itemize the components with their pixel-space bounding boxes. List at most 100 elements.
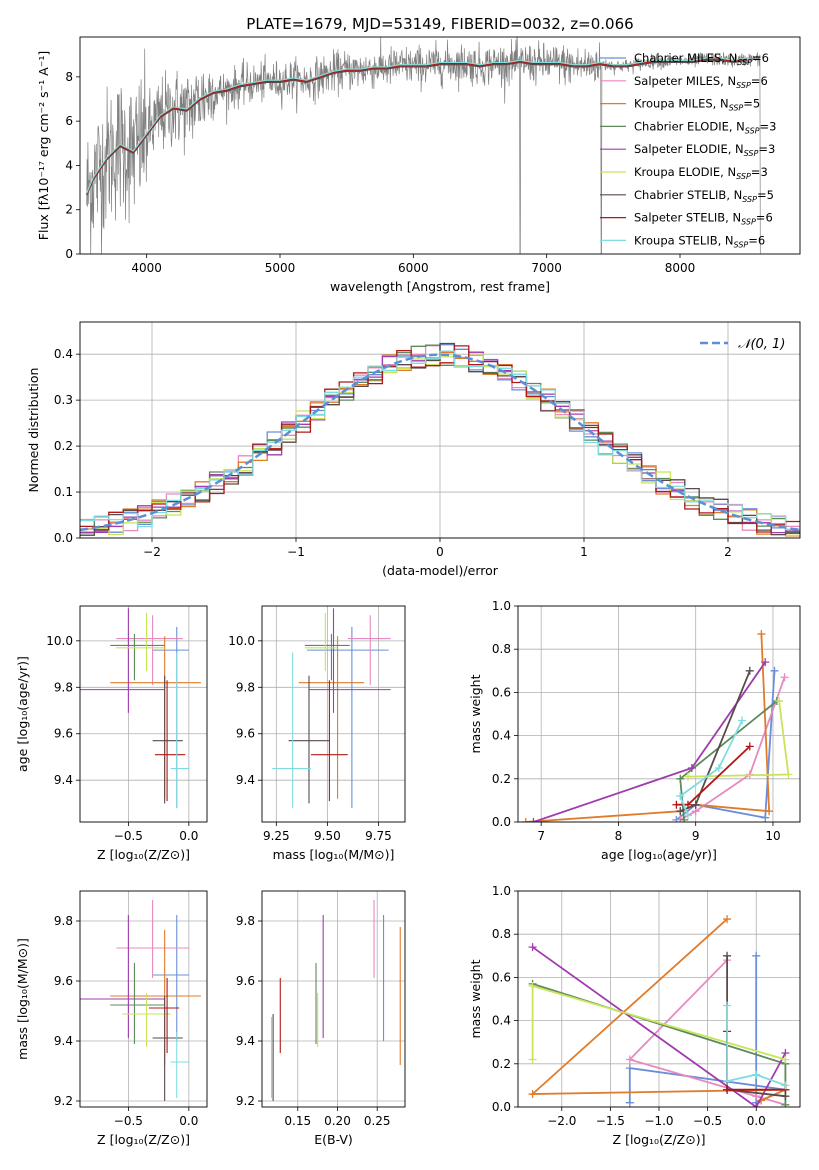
weight-marker bbox=[691, 800, 700, 809]
weight-marker bbox=[676, 807, 685, 816]
axes-frame bbox=[261, 890, 406, 1108]
x-tick-label: 2 bbox=[724, 545, 732, 559]
y-tick-label: 9.4 bbox=[236, 1034, 255, 1048]
legend-nssp-sub: SSP bbox=[734, 240, 749, 249]
weight-marker bbox=[714, 764, 723, 772]
y-tick-label: 0.0 bbox=[492, 815, 511, 829]
weight-series-6 bbox=[528, 982, 790, 1064]
axes: −2 −1 0 1 2 0.0 0.1 0.2 0.3 0.4 (data-model)/error… bbox=[26, 321, 801, 578]
y-tick-label: 0.4 bbox=[492, 1014, 511, 1028]
axes-frame bbox=[79, 36, 801, 255]
residual-histogram-8 bbox=[80, 345, 800, 533]
y-tick-label: 1.0 bbox=[492, 599, 511, 613]
legend-label: Chabrier STELIB, NSSP=5 bbox=[634, 188, 774, 204]
x-tick-label: −1.5 bbox=[596, 1114, 625, 1128]
y-tick-label: 1.0 bbox=[492, 884, 511, 898]
weight-series-8 bbox=[672, 742, 754, 809]
x-tick-label: 9.25 bbox=[263, 829, 290, 843]
weight-marker bbox=[528, 943, 537, 952]
weight-marker bbox=[752, 1070, 761, 1079]
normal-reference-curve bbox=[80, 353, 800, 532]
weight-marker bbox=[529, 818, 538, 822]
model-spectrum-7 bbox=[86, 59, 747, 196]
weight-marker bbox=[745, 666, 754, 675]
axes: −2.0 −1.5 −1.0 −0.5 0.0 0.0 0.2 0.4 0.6 0.8 1.0 Z [… bbox=[468, 884, 801, 1147]
weight-marker bbox=[745, 742, 754, 751]
legend-model-name: Chabrier ELODIE bbox=[634, 119, 729, 133]
legend-model-name: Chabrier STELIB bbox=[634, 188, 726, 202]
weight-series-4 bbox=[676, 697, 781, 822]
weight-line bbox=[679, 720, 743, 816]
x-tick-label: 9.75 bbox=[365, 829, 392, 843]
weight-line bbox=[679, 670, 751, 813]
legend-label: Chabrier ELODIE, NSSP=3 bbox=[634, 119, 776, 135]
legend-nssp-prefix: , N bbox=[726, 188, 742, 202]
legend-label: Salpeter ELODIE, NSSP=3 bbox=[634, 142, 775, 158]
y-axis-label: mass [log₁₀(M/M⊙)] bbox=[15, 938, 30, 1060]
y-tick-label: 9.4 bbox=[54, 773, 73, 787]
suptitle: PLATE=1679, MJD=53149, FIBERID=0032, z=0… bbox=[246, 15, 633, 33]
legend-label: Kroupa MILES, NSSP=5 bbox=[634, 97, 760, 113]
legend-nssp-value: 5 bbox=[767, 188, 774, 202]
y-tick-label: 9.6 bbox=[54, 974, 73, 988]
axes-frame bbox=[517, 890, 801, 1108]
weight-line bbox=[533, 661, 766, 822]
legend-label: Kroupa STELIB, NSSP=6 bbox=[634, 233, 765, 249]
weight-marker bbox=[625, 1098, 634, 1107]
weight-marker bbox=[528, 982, 537, 991]
legend-nssp-value: 3 bbox=[760, 165, 767, 179]
weight-marker bbox=[781, 1081, 790, 1090]
weight-marker bbox=[683, 800, 692, 809]
legend-nssp-prefix: , N bbox=[720, 74, 736, 88]
x-tick-label: 0.15 bbox=[284, 1114, 311, 1128]
x-axis-label: Z [log₁₀(Z/Z⊙)] bbox=[97, 1132, 190, 1147]
weight-marker bbox=[757, 630, 766, 639]
legend-eq: = bbox=[752, 51, 762, 65]
y-tick-label: 10.0 bbox=[228, 634, 255, 648]
legend-model-name: Kroupa STELIB bbox=[634, 233, 718, 247]
weight-marker bbox=[683, 811, 692, 820]
legend-eq: = bbox=[743, 97, 753, 111]
x-tick-label: −0.5 bbox=[693, 1114, 722, 1128]
x-tick-label: 9 bbox=[692, 829, 700, 843]
axes: −0.5 0.0 9.2 9.4 9.6 9.8 Z [log₁₀(Z/Z⊙)] mass [… bbox=[15, 890, 208, 1147]
x-tick-label: 8000 bbox=[665, 261, 696, 275]
mass-vs-ebv-panel: 0.15 0.20 0.25 9.2 9.4 9.6 9.8 E(B-V) bbox=[236, 890, 406, 1147]
y-tick-label: 9.8 bbox=[236, 914, 255, 928]
errorbar-point-4 bbox=[110, 633, 165, 681]
y-tick-label: 9.2 bbox=[236, 1094, 255, 1108]
plot-area bbox=[86, 37, 798, 254]
grid bbox=[262, 891, 405, 1107]
x-axis-label: mass [log₁₀(M/M⊙)] bbox=[273, 847, 395, 862]
errorbar-point-2 bbox=[116, 900, 189, 978]
y-tick-label: 9.6 bbox=[236, 727, 255, 741]
legend-nssp-value: 6 bbox=[760, 74, 767, 88]
weight-marker bbox=[683, 772, 692, 781]
plot-area bbox=[270, 900, 401, 1101]
plot-area bbox=[528, 915, 790, 1107]
weight-marker bbox=[781, 1100, 790, 1107]
x-tick-label: 4000 bbox=[131, 261, 162, 275]
legend-nssp-prefix: , N bbox=[728, 142, 744, 156]
weight-marker bbox=[521, 818, 530, 822]
errorbar-point-8 bbox=[148, 978, 180, 1053]
y-tick-label: 8 bbox=[65, 70, 73, 84]
y-tick-label: 9.8 bbox=[236, 680, 255, 694]
x-tick-label: 6000 bbox=[398, 261, 429, 275]
legend-nssp-prefix: , N bbox=[720, 165, 736, 179]
axes-frame bbox=[79, 321, 801, 539]
weight-marker bbox=[672, 800, 681, 809]
weight-line bbox=[532, 946, 787, 1107]
weight-vs-Z-panel: −2.0 −1.5 −1.0 −0.5 0.0 0.0 0.2 0.4 0.6 0.8 1.0 Z [… bbox=[468, 884, 801, 1147]
legend-nssp-prefix: , N bbox=[713, 97, 729, 111]
legend-nssp-sub: SSP bbox=[745, 126, 760, 135]
weight-series-9 bbox=[676, 716, 747, 820]
axes: 7 8 9 10 0.0 0.2 0.4 0.6 0.8 1.0 age [log₁₀(age/yr… bbox=[468, 599, 801, 862]
weight-series-7 bbox=[676, 666, 754, 816]
y-tick-label: 0.4 bbox=[492, 729, 511, 743]
errorbar-point-9 bbox=[170, 1032, 189, 1098]
weight-line bbox=[628, 959, 786, 1106]
x-axis-label: E(B-V) bbox=[314, 1132, 353, 1147]
axes: 4000 5000 6000 7000 8000 0 2 4 6 8 wavelength [Ang… bbox=[36, 36, 801, 294]
legend-model-name: Kroupa ELODIE bbox=[634, 165, 720, 179]
